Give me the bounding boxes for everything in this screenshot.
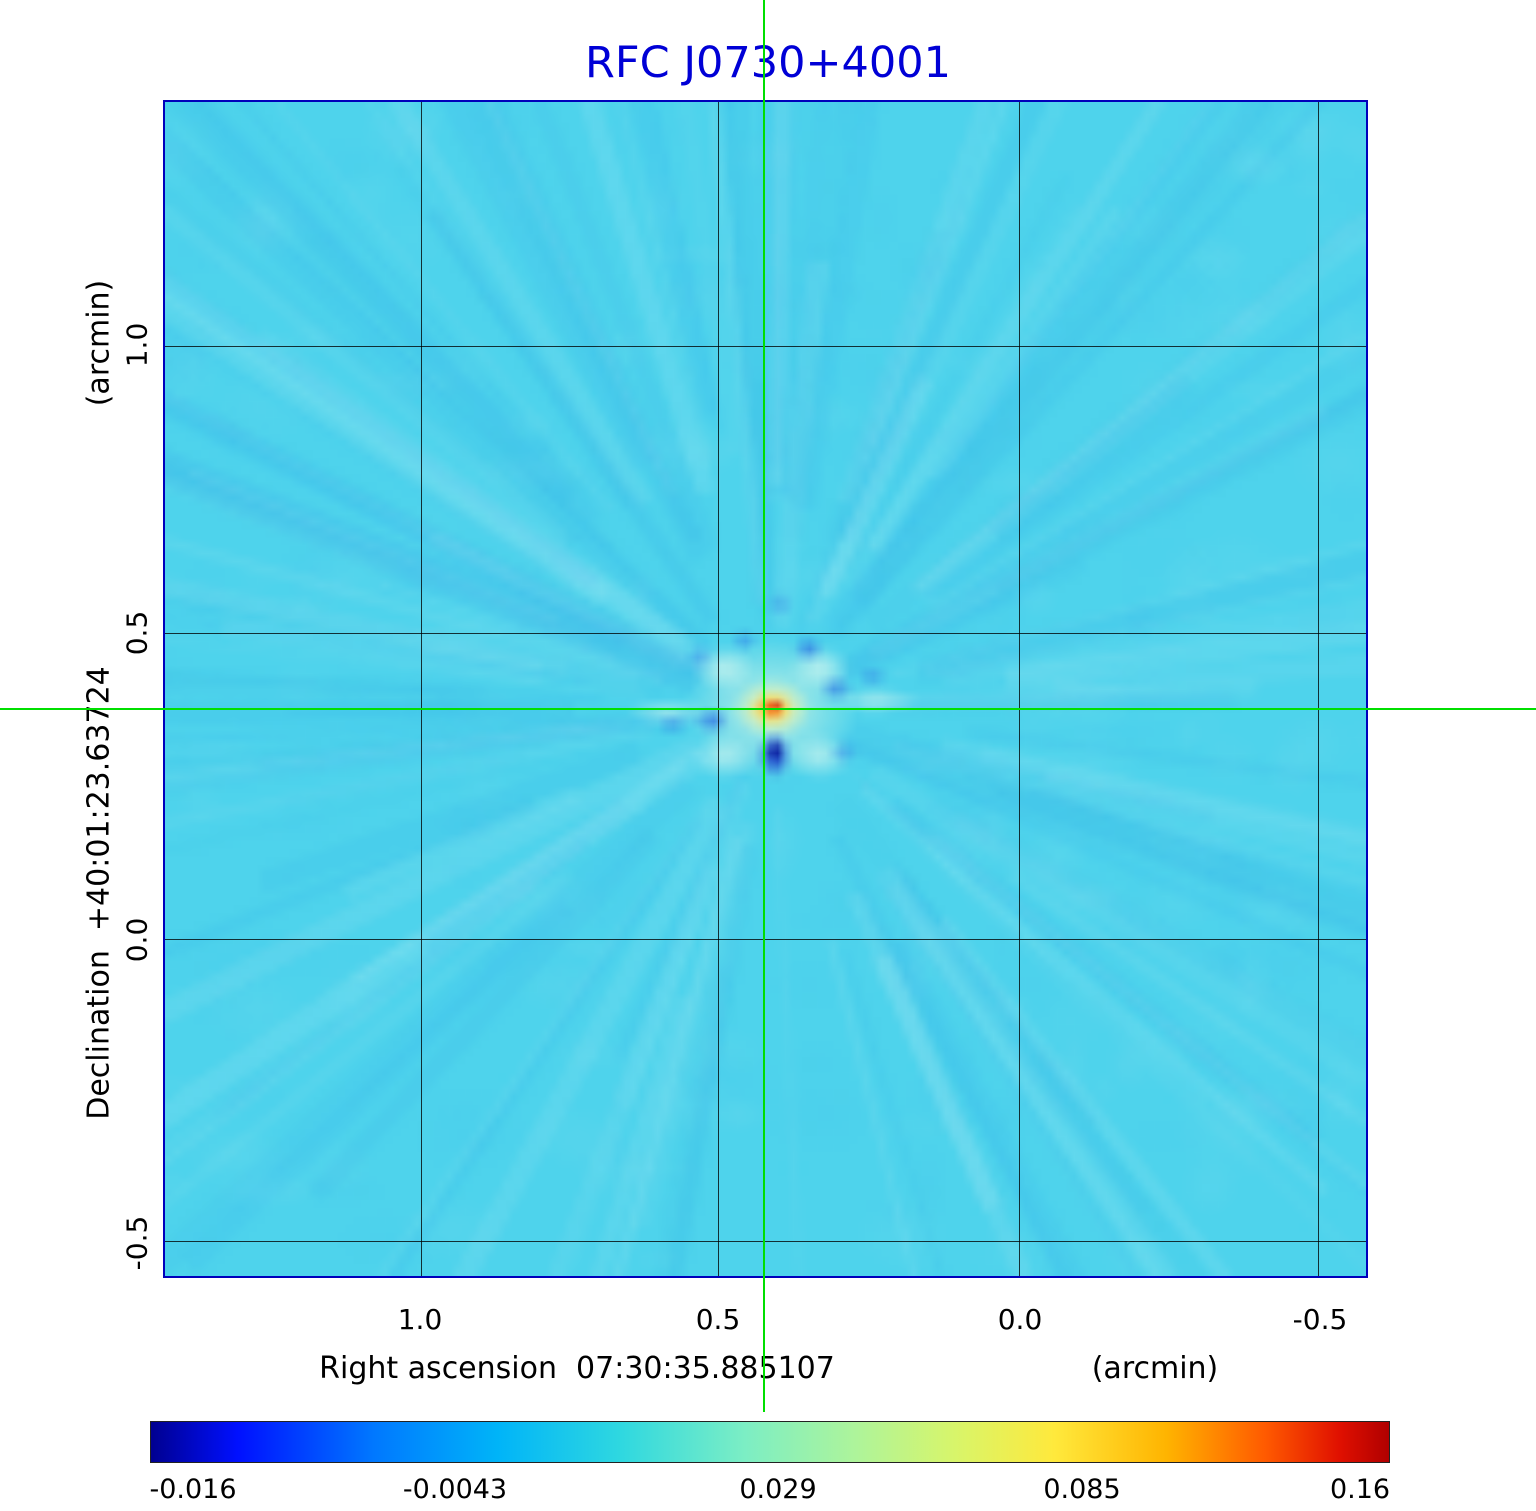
grid-line-horizontal-2 [165,939,1366,941]
y-axis-label: Declination +40:01:23.63724 [81,666,117,1120]
figure-title: RFC J0730+4001 [585,38,951,88]
x-tick-label-2: 0.0 [997,1303,1043,1336]
grid-line-horizontal-3 [165,1241,1366,1243]
colorbar-tick-label-1: -0.0043 [402,1474,508,1505]
y-axis-unit-label: (arcmin) [81,279,117,407]
map-panel [163,100,1368,1278]
crosshair-vertical-line [763,0,765,1412]
colorbar [150,1421,1390,1463]
grid-line-horizontal-0 [165,346,1366,348]
x-axis-unit-label: (arcmin) [1091,1351,1219,1386]
grid-line-horizontal-1 [165,633,1366,635]
grid-line-vertical-1 [718,102,720,1276]
y-tick-label-3: -0.5 [120,1215,154,1271]
x-tick-label-3: -0.5 [1292,1303,1348,1336]
x-tick-label-1: 0.5 [695,1303,741,1336]
y-tick-label-1: 0.5 [120,610,154,656]
crosshair-horizontal-line [0,708,1536,710]
colorbar-tick-label-0: -0.016 [149,1474,237,1505]
y-tick-label-0: 1.0 [120,322,154,368]
x-axis-label: Right ascension 07:30:35.885107 [319,1351,835,1386]
colorbar-tick-label-3: 0.085 [1043,1474,1121,1505]
colorbar-tick-label-2: 0.029 [739,1474,817,1505]
grid-line-vertical-2 [1019,102,1021,1276]
grid-line-vertical-3 [1318,102,1320,1276]
colorbar-gradient [151,1422,1389,1462]
intensity-map-canvas [165,102,1366,1276]
colorbar-tick-label-4: 0.16 [1329,1474,1391,1505]
grid-line-vertical-0 [421,102,423,1276]
y-tick-label-2: 0.0 [120,917,154,963]
x-tick-label-0: 1.0 [397,1303,443,1336]
